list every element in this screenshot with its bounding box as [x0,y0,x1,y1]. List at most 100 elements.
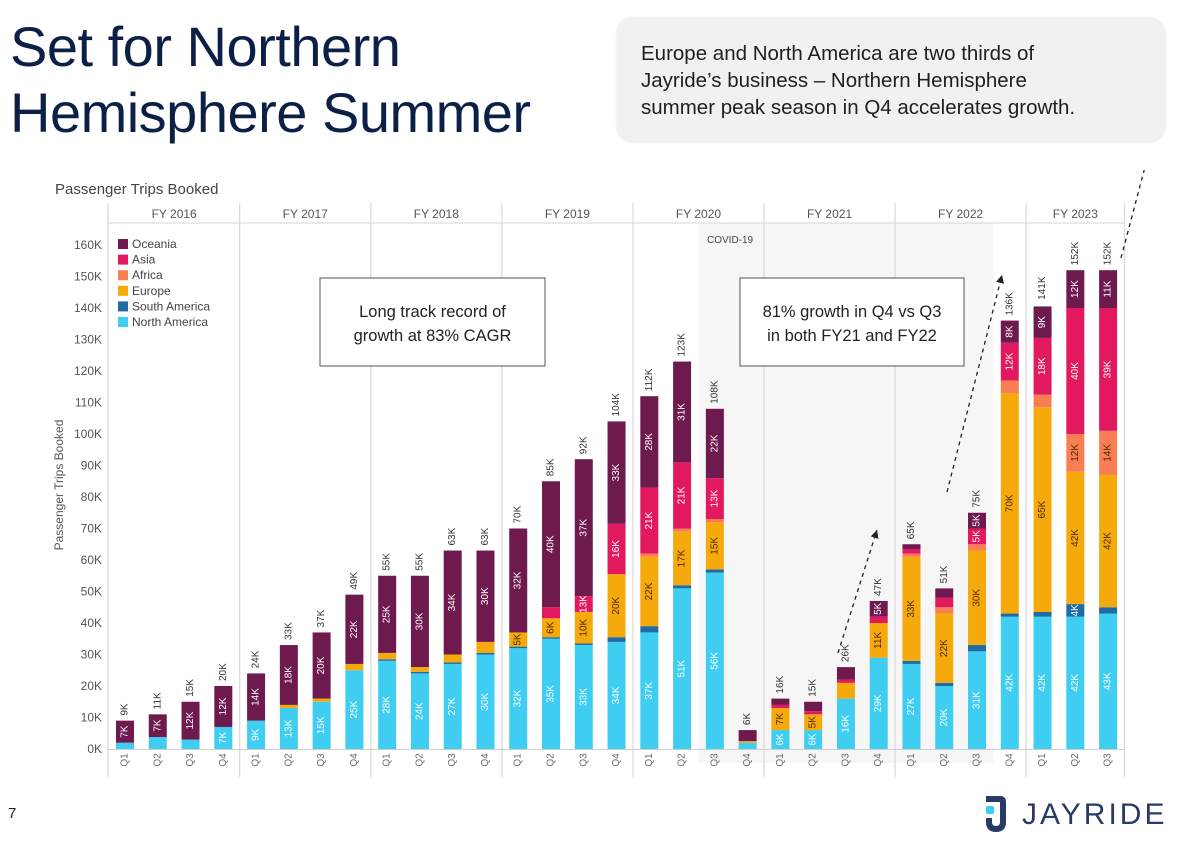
summary-callout-line-3: summer peak season in Q4 accelerates gro… [641,96,1076,119]
segment-value-label: 33K [906,600,917,618]
fy-label-3: FY 2018 [414,207,459,221]
segment-value-label: 12K [1070,444,1081,462]
bar-total-label: 55K [382,553,393,571]
segment-value-label: 28K [644,433,655,451]
y-tick-label: 10K [81,711,102,725]
bar-total-label: 85K [546,458,557,476]
legend-swatch-oceania [118,239,128,249]
bar-total-label: 63K [480,527,491,545]
segment-value-label: 43K [1103,672,1114,690]
segment-value-label: 13K [709,489,720,507]
bar-segment-north-america [345,670,364,749]
growth-arrow-fy21 [837,529,878,654]
quarter-label: Q4 [480,753,491,767]
segment-value-label: 31K [677,403,688,421]
segment-value-label: 25K [382,605,393,623]
bar-segment-europe [869,623,888,658]
bar-segment-north-america [738,742,757,749]
y-tick-label: 140K [74,301,102,315]
segment-value-label: 12K [218,697,229,715]
bar-total-label: 55K [414,553,425,571]
segment-value-label: 30K [480,693,491,711]
y-tick-label: 30K [81,648,102,662]
segment-value-label: 22K [644,582,655,600]
bar-segment-south-america [607,637,626,642]
segment-value-label: 32K [513,571,524,589]
legend-label: South America [132,299,210,313]
y-tick-label: 110K [75,396,102,410]
segment-value-label: 6K [775,733,786,746]
bar-segment-asia [836,679,855,683]
bar-segment-oceania [378,575,397,653]
bar-segment-south-america [1033,611,1052,617]
bar-segment-europe [771,708,790,731]
segment-value-label: 7K [120,725,131,738]
cagr-callout-line-2: growth at 83% CAGR [354,327,512,345]
bar-segment-north-america [771,730,790,749]
segment-value-label: 7K [775,713,786,726]
bar-segment-europe [279,704,298,709]
bar-segment-north-america [1099,613,1118,749]
bar-segment-europe [607,574,626,638]
bar-total-label: 24K [251,650,262,668]
segment-value-label: 51K [677,659,688,677]
bar-segment-europe [738,741,757,743]
bar-total-label: 33K [283,622,294,640]
segment-value-label: 22K [349,620,360,638]
segment-value-label: 42K [1004,674,1015,692]
bar-segment-north-america [247,720,266,749]
bar-segment-south-america [378,659,397,661]
growth-arrow-fy21-head [870,530,879,539]
bar-segment-europe [902,556,921,661]
bar-segment-south-america [476,652,495,655]
quarter-label: Q3 [972,753,983,767]
segment-value-label: 5K [513,633,524,646]
slide-title-line-1: Set for Northern [10,15,401,78]
bar-total-label: 104K [611,393,622,417]
segment-value-label: 33K [611,463,622,481]
bar-segment-north-america [836,698,855,749]
segment-value-label: 34K [447,593,458,611]
bar-segment-oceania [836,667,855,680]
bar-total-label: 51K [939,565,950,583]
bar-segment-north-america [443,663,462,749]
bar-segment-oceania [345,594,364,664]
bar-segment-oceania [1099,270,1118,308]
segment-value-label: 6K [808,733,819,746]
bar-total-label: 92K [578,436,589,454]
summary-callout-line-1: Europe and North America are two thirds … [641,42,1035,65]
segment-value-label: 5K [808,716,819,729]
quarter-label: Q1 [644,753,655,767]
segment-value-label: 11K [873,631,884,648]
bar-total-label: 112K [644,368,655,391]
bar-segment-north-america [1000,616,1019,749]
fy-label-8: FY 2023 [1053,207,1098,221]
bar-segment-oceania [673,361,692,463]
fy-label-2: FY 2017 [283,207,328,221]
bar-segment-africa [935,607,954,614]
quarter-label: Q3 [316,753,327,767]
segment-value-label: 30K [972,589,983,607]
q4-growth-callout-box [739,277,965,367]
bar-segment-asia [607,523,626,575]
segment-value-label: 18K [1037,357,1048,375]
bar-segment-europe [1000,393,1019,614]
growth-arrow-fy22-head [996,275,1004,284]
bar-segment-africa [1066,434,1085,472]
bar-segment-africa [640,553,659,557]
bar-total-label: 16K [775,675,786,693]
bar-segment-north-america [542,638,561,749]
bar-segment-oceania [869,600,888,617]
bar-segment-north-america [181,739,200,749]
bar-segment-north-america [640,632,659,749]
bar-segment-north-america [148,737,167,749]
segment-value-label: 7K [152,719,163,732]
bar-segment-oceania [968,512,987,529]
bar-total-label: 75K [972,490,983,508]
y-tick-label: 80K [81,490,102,504]
segment-value-label: 5K [873,602,884,615]
bar-segment-europe [509,632,528,647]
segment-value-label: 7K [218,732,229,745]
bar-segment-north-america [1066,616,1085,749]
growth-arrow-fy22 [946,274,1003,493]
